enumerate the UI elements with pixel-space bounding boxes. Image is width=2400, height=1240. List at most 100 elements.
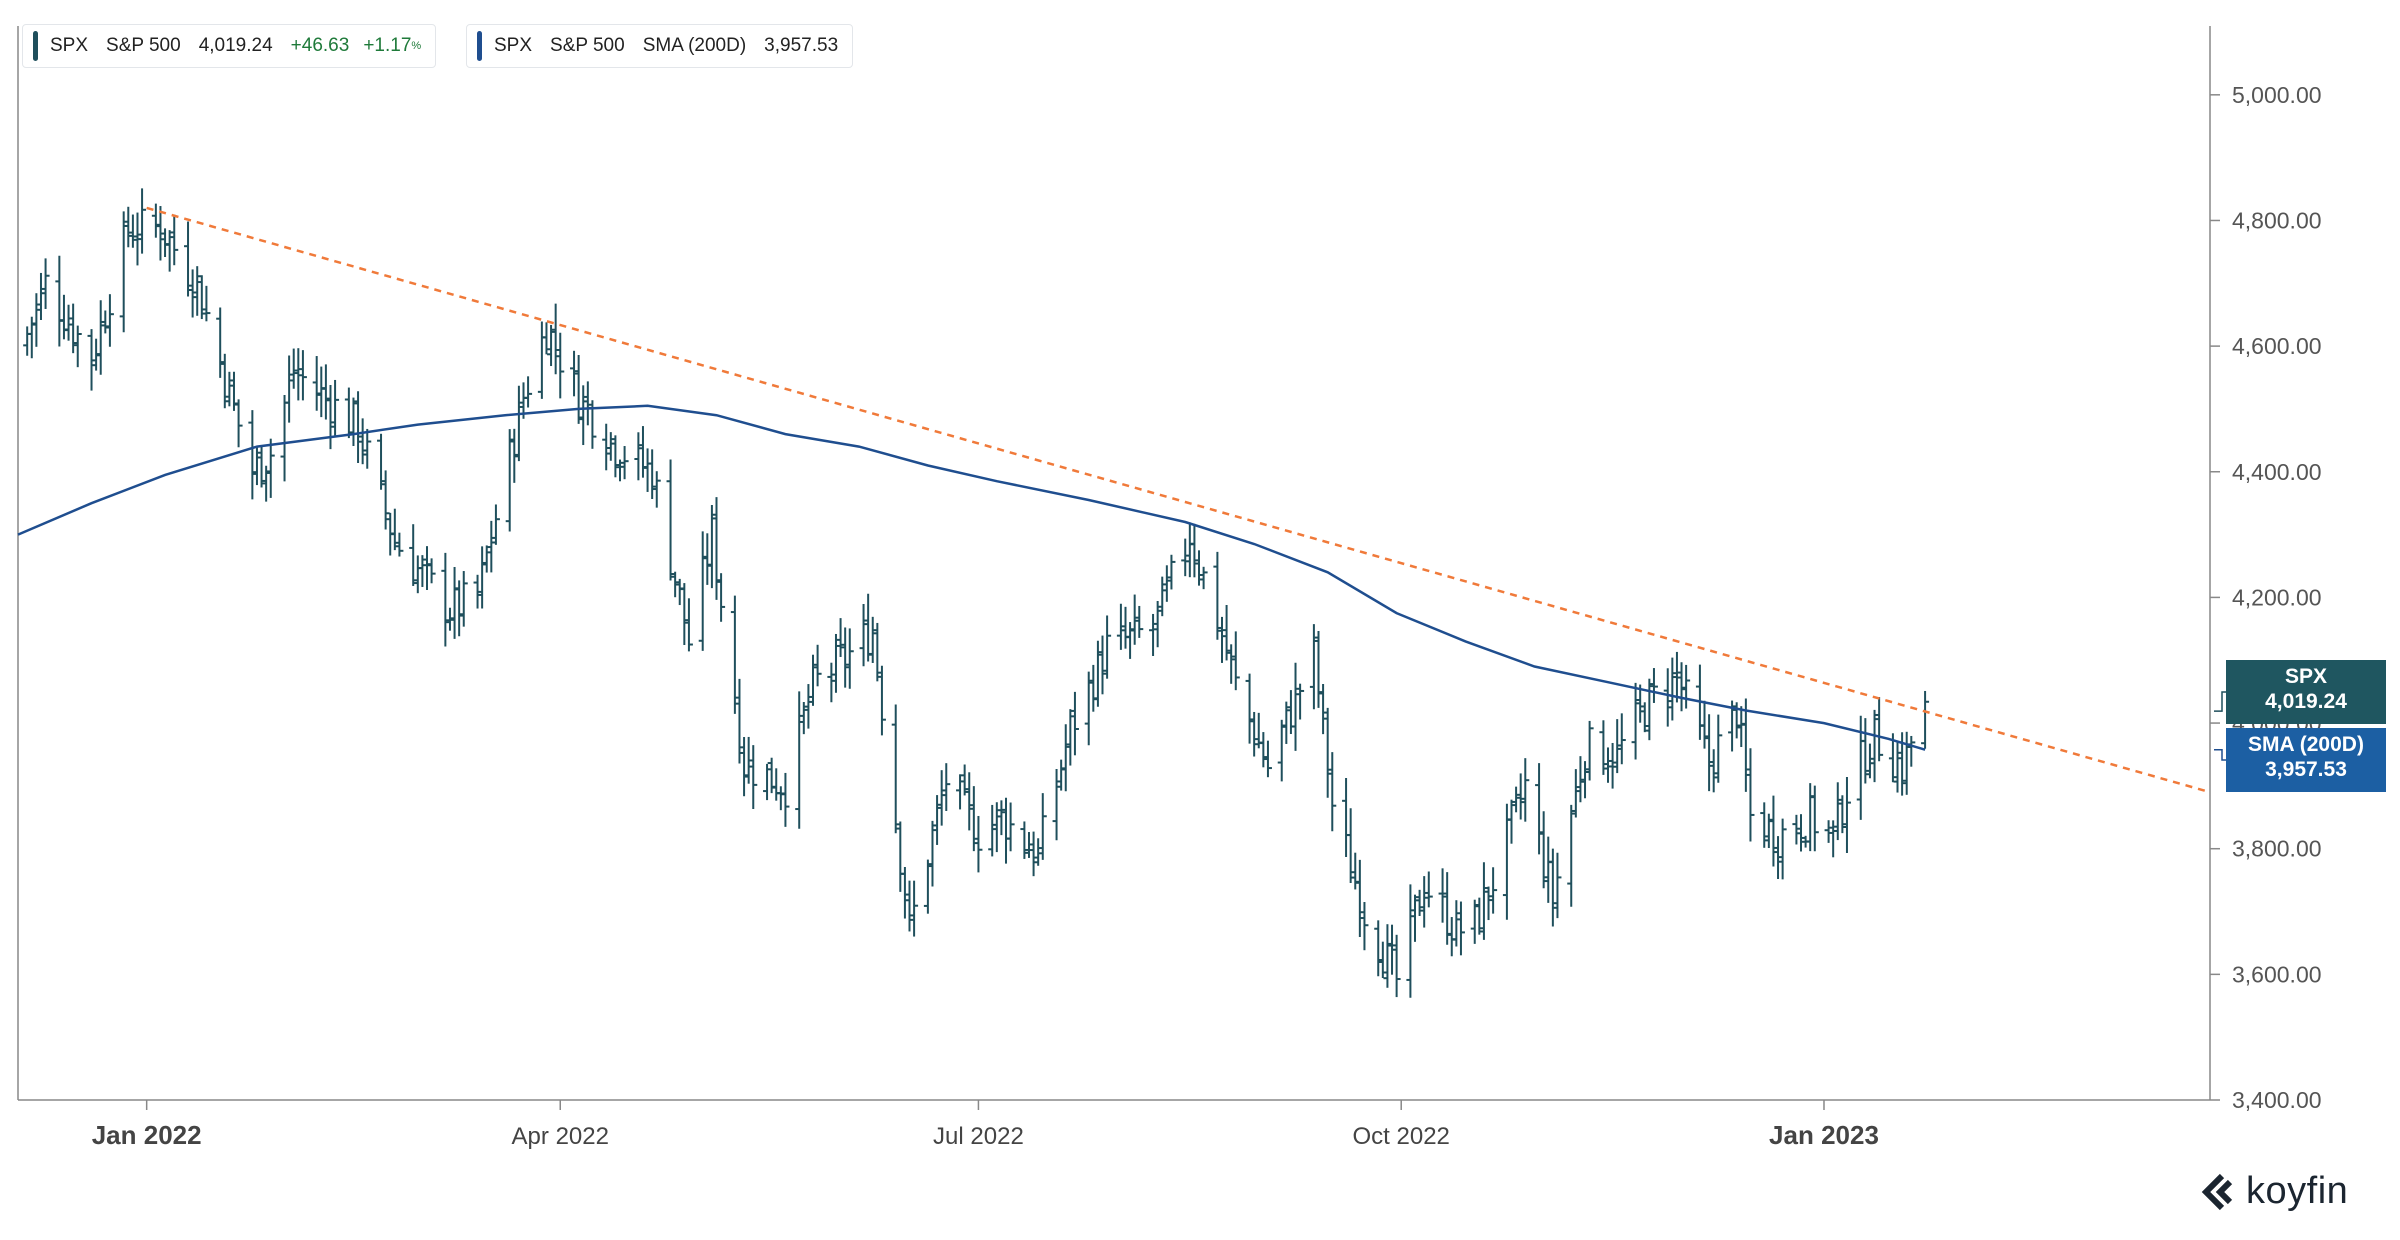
ohlc-bar [707, 504, 716, 589]
ohlc-bar [730, 595, 739, 714]
ohlc-bar [873, 622, 882, 682]
ohlc-bar [1135, 605, 1144, 638]
legend-sma-swatch [477, 31, 482, 61]
ohlc-bar [1617, 713, 1626, 765]
ohlc-bar [809, 654, 818, 706]
ohlc-bar [96, 300, 105, 375]
ohlc-bar [928, 820, 937, 887]
legend-price[interactable]: SPX S&P 500 4,019.24 +46.63 +1.17 % [22, 24, 437, 68]
ohlc-bar [1842, 777, 1851, 854]
ohlc-bar [188, 269, 197, 318]
ohlc-bar [1342, 778, 1351, 857]
koyfin-logo-text: koyfin [2246, 1170, 2349, 1212]
ohlc-bar [933, 795, 942, 845]
ohlc-bar [703, 533, 712, 585]
ohlc-bar [220, 353, 229, 409]
ohlc-bar [156, 206, 165, 261]
y-tick-label: 3,800.00 [2232, 836, 2322, 862]
ohlc-bar [358, 418, 367, 465]
ohlc-bar [344, 387, 353, 439]
ohlc-bar [1006, 802, 1015, 852]
ohlc-bar [1544, 836, 1553, 903]
ohlc-bar [827, 662, 836, 703]
ohlc-bar [1470, 899, 1479, 944]
legend-price-swatch [33, 31, 38, 61]
trendline [146, 206, 2211, 794]
ohlc-bar [1167, 554, 1176, 590]
ohlc-bar [161, 228, 170, 258]
koyfin-logo[interactable]: koyfin [2200, 1170, 2348, 1213]
ohlc-bar [1263, 740, 1272, 778]
ohlc-bar [763, 763, 772, 801]
ohlc-bar [671, 571, 680, 598]
ohlc-bar [390, 508, 399, 551]
ohlc-bar [900, 866, 909, 919]
ohlc-bar [1484, 886, 1493, 921]
ohlc-bar [36, 272, 45, 321]
ohlc-bar [1378, 941, 1387, 978]
ohlc-bar [735, 678, 744, 764]
ohlc-bar [1217, 616, 1226, 663]
ohlc-bar [510, 428, 519, 483]
ohlc-bar [877, 665, 886, 736]
ohlc-bar [767, 757, 776, 794]
ohlc-bar [441, 552, 450, 647]
ohlc-bar [1764, 813, 1773, 849]
ohlc-bars [23, 188, 1930, 998]
ohlc-bar [32, 293, 41, 347]
ohlc-bar [615, 459, 624, 482]
ohlc-bar [524, 376, 533, 408]
ohlc-bar [1410, 894, 1419, 942]
ohlc-bar [1870, 709, 1879, 783]
koyfin-chevron-icon [2201, 1173, 2233, 1210]
ohlc-bar [1034, 838, 1043, 866]
ohlc-bar [1682, 664, 1691, 709]
legend-sma[interactable]: SPX S&P 500 SMA (200D) 3,957.53 [466, 24, 854, 68]
ohlc-bar [864, 593, 873, 662]
ohlc-bar [294, 348, 303, 401]
ohlc-bar [988, 804, 997, 857]
legend-sma-name: S&P 500 [550, 35, 625, 56]
ohlc-bar [1222, 604, 1231, 661]
ohlc-bar [1893, 742, 1902, 793]
ohlc-bar [455, 580, 464, 637]
ohlc-bar [1553, 852, 1562, 919]
ohlc-bar [1199, 566, 1208, 590]
ohlc-bar [138, 188, 147, 254]
ohlc-bar [712, 497, 721, 600]
ohlc-bar [491, 504, 500, 545]
x-tick-label: Jan 2022 [92, 1120, 202, 1150]
ohlc-bar [409, 524, 418, 586]
ohlc-bar [298, 350, 307, 401]
ohlc-bar [1672, 651, 1681, 703]
ohlc-bar [73, 325, 82, 368]
ohlc-bar [1195, 550, 1204, 586]
ohlc-bar [1190, 523, 1199, 578]
ohlc-bar [312, 356, 321, 411]
ohlc-bar [1291, 662, 1300, 751]
ohlc-bar [1705, 714, 1714, 792]
ohlc-bar [804, 684, 813, 729]
ohlc-bar [776, 786, 785, 811]
ohlc-bar [1415, 889, 1424, 916]
ohlc-bar [1709, 749, 1718, 793]
ohlc-bar [1645, 678, 1654, 741]
ohlc-bar [1521, 758, 1530, 822]
ohlc-bar [583, 381, 592, 426]
ohlc-bar [1479, 862, 1488, 940]
ohlc-bar [128, 214, 137, 248]
ohlc-bar [1406, 884, 1415, 998]
ohlc-bar [1548, 848, 1557, 927]
ohlc-bar [1668, 657, 1677, 721]
ohlc-bar [574, 355, 583, 424]
ohlc-bar [289, 348, 298, 389]
ohlc-bar [652, 471, 661, 508]
ohlc-bar [1443, 872, 1452, 945]
ohlc-bar [1806, 783, 1815, 852]
ohlc-bar [59, 294, 68, 340]
ohlc-bar [969, 786, 978, 852]
ohlc-bar [956, 774, 965, 810]
ohlc-bar [1774, 836, 1783, 880]
ohlc-bar [487, 520, 496, 573]
ohlc-bar [1456, 901, 1465, 956]
